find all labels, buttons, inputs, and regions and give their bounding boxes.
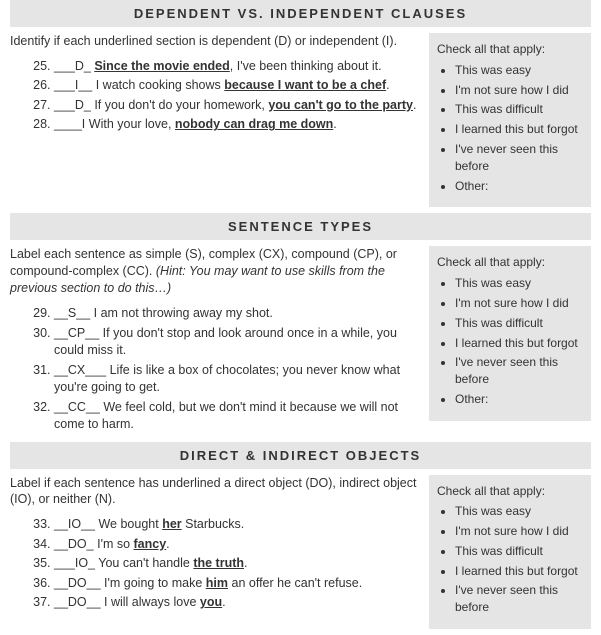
section2-checkbox: Check all that apply: This was easy I'm n… [429,246,591,420]
section3-heading: DIRECT & INDIRECT OBJECTS [10,442,591,469]
list-item: __CC__ We feel cold, but we don't mind i… [54,399,419,434]
check-option[interactable]: Other: [455,178,583,195]
answer-blank: __CC__ [54,400,103,414]
answer-blank: __CX___ [54,363,110,377]
section1-body: Identify if each underlined section is d… [10,33,591,207]
check-title: Check all that apply: [437,41,583,58]
check-option[interactable]: I've never seen this before [455,354,583,388]
underlined-clause: nobody can drag me down [175,117,333,131]
section3-check-list: This was easy I'm not sure how I did This … [437,503,583,616]
check-option[interactable]: I'm not sure how I did [455,523,583,540]
check-option[interactable]: I'm not sure how I did [455,82,583,99]
underlined-object: her [162,517,181,531]
section1-list: ___D_ Since the movie ended, I've been t… [10,58,419,134]
check-option[interactable]: I learned this but forgot [455,335,583,352]
list-item: __DO_ I'm so fancy. [54,536,419,554]
list-item: __DO__ I'm going to make him an offer he… [54,575,419,593]
check-option[interactable]: I learned this but forgot [455,121,583,138]
section3-body: Label if each sentence has underlined a … [10,475,591,630]
check-option[interactable]: I'm not sure how I did [455,295,583,312]
answer-blank: __CP__ [54,326,103,340]
check-title: Check all that apply: [437,483,583,500]
answer-blank: ___I__ [54,78,96,92]
check-title: Check all that apply: [437,254,583,271]
list-item: __DO__ I will always love you. [54,594,419,612]
underlined-object: fancy [134,537,167,551]
underlined-object: him [206,576,228,590]
answer-blank: __S__ [54,306,94,320]
check-option[interactable]: I've never seen this before [455,582,583,616]
underlined-object: the truth [193,556,244,570]
section2-check-list: This was easy I'm not sure how I did This … [437,275,583,408]
check-option[interactable]: This was easy [455,503,583,520]
section1-check-list: This was easy I'm not sure how I did This … [437,62,583,195]
list-item: ___IO_ You can't handle the truth. [54,555,419,573]
answer-blank: ___D_ [54,98,94,112]
underlined-object: you [200,595,222,609]
underlined-clause: you can't go to the party [268,98,413,112]
list-item: __IO__ We bought her Starbucks. [54,516,419,534]
answer-blank: ___D_ [54,59,94,73]
section3-instructions: Label if each sentence has underlined a … [10,475,419,509]
answer-blank: __DO__ [54,576,104,590]
check-option[interactable]: This was difficult [455,101,583,118]
section2-list: __S__ I am not throwing away my shot. __C… [10,305,419,434]
check-option[interactable]: This was easy [455,62,583,79]
answer-blank: ____I [54,117,89,131]
list-item: __CP__ If you don't stop and look around… [54,325,419,360]
check-option[interactable]: This was difficult [455,315,583,332]
section3-checkbox: Check all that apply: This was easy I'm n… [429,475,591,630]
list-item: __S__ I am not throwing away my shot. [54,305,419,323]
answer-blank: __DO__ [54,595,104,609]
section3-left: Label if each sentence has underlined a … [10,475,419,614]
section1-heading: DEPENDENT VS. INDEPENDENT CLAUSES [10,0,591,27]
section1-checkbox: Check all that apply: This was easy I'm n… [429,33,591,207]
list-item: ___D_ If you don't do your homework, you… [54,97,419,115]
list-item: ___D_ Since the movie ended, I've been t… [54,58,419,76]
section1-left: Identify if each underlined section is d… [10,33,419,136]
underlined-clause: Since the movie ended [94,59,229,73]
check-option[interactable]: Other: [455,391,583,408]
check-option[interactable]: I've never seen this before [455,141,583,175]
answer-blank: ___IO_ [54,556,98,570]
list-item: ____I With your love, nobody can drag me… [54,116,419,134]
section2-left: Label each sentence as simple (S), compl… [10,246,419,435]
section2-body: Label each sentence as simple (S), compl… [10,246,591,435]
list-item: ___I__ I watch cooking shows because I w… [54,77,419,95]
answer-blank: __IO__ [54,517,98,531]
underlined-clause: because I want to be a chef [224,78,386,92]
section3-list: __IO__ We bought her Starbucks. __DO_ I'm… [10,516,419,612]
worksheet-page: DEPENDENT VS. INDEPENDENT CLAUSES Identi… [0,0,601,629]
answer-blank: __DO_ [54,537,97,551]
check-option[interactable]: This was difficult [455,543,583,560]
section1-instructions: Identify if each underlined section is d… [10,33,419,50]
section2-heading: SENTENCE TYPES [10,213,591,240]
check-option[interactable]: This was easy [455,275,583,292]
check-option[interactable]: I learned this but forgot [455,563,583,580]
list-item: __CX___ Life is like a box of chocolates… [54,362,419,397]
section2-instructions: Label each sentence as simple (S), compl… [10,246,419,297]
